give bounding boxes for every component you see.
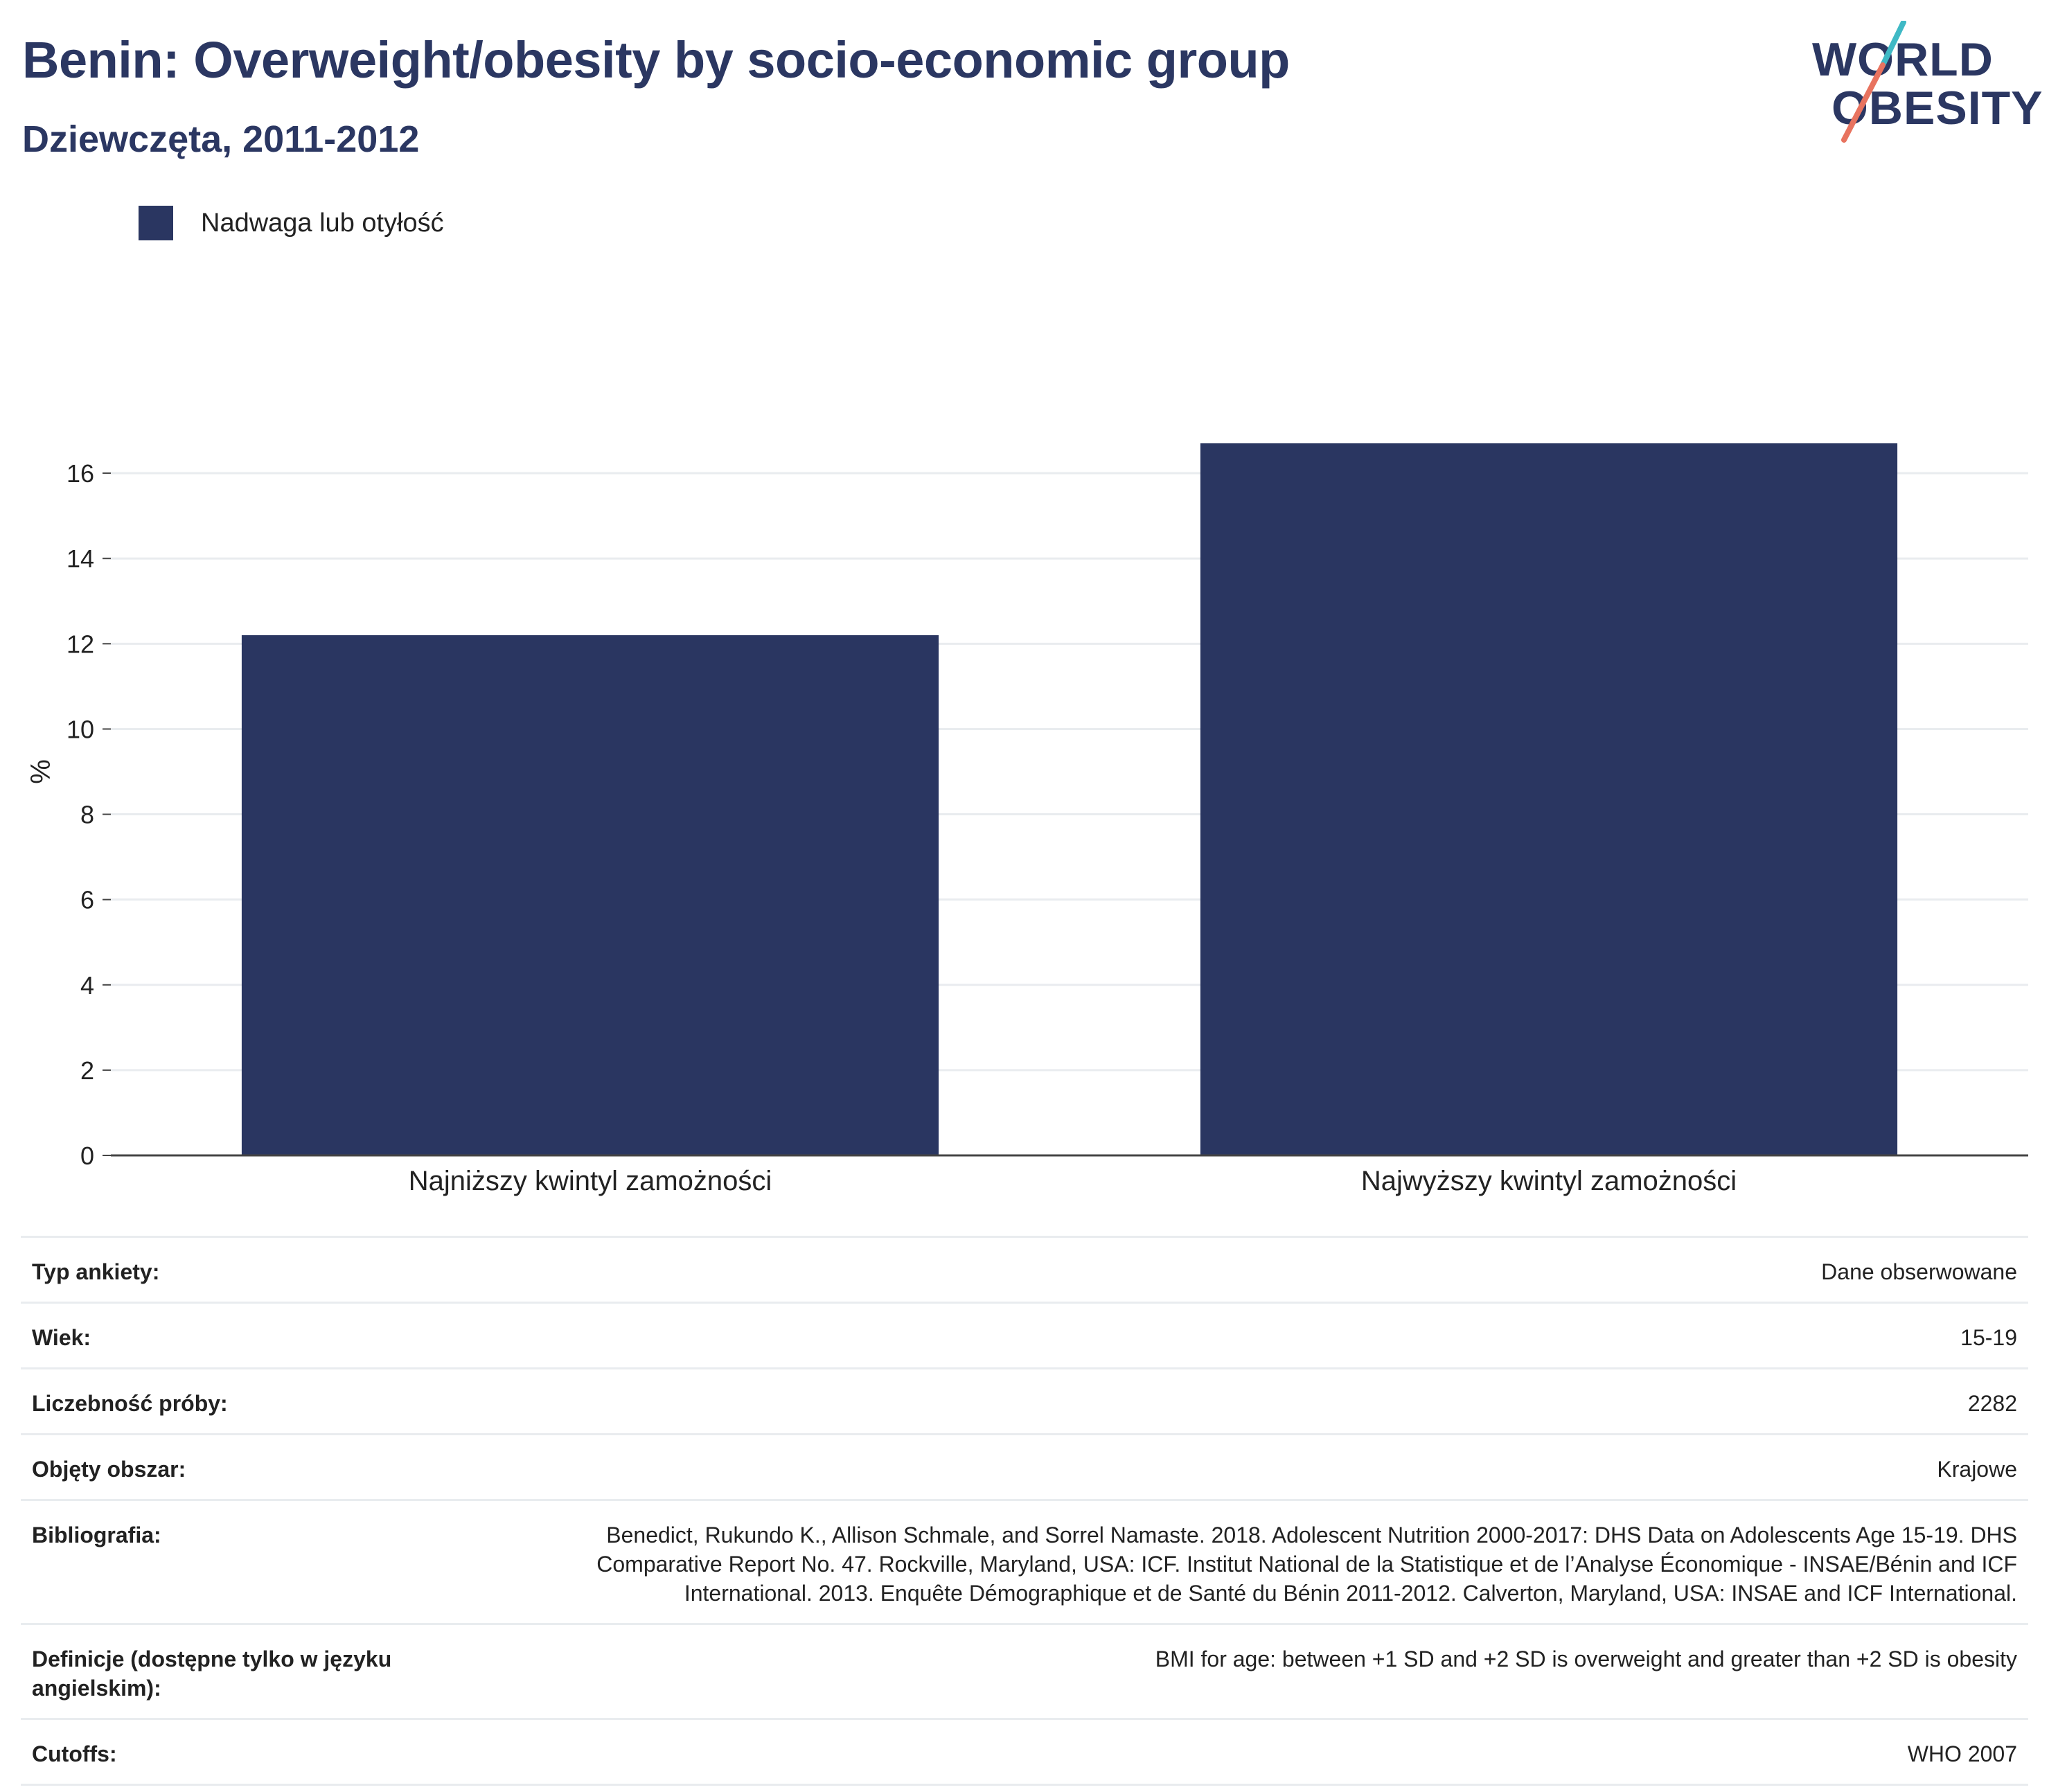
meta-row-area: Objęty obszar: Krajowe: [21, 1433, 2028, 1499]
x-tick-label: Najniższy kwintyl zamożności: [409, 1166, 772, 1196]
y-tick-label: 0: [80, 1142, 94, 1170]
meta-row-sample-size: Liczebność próby: 2282: [21, 1367, 2028, 1433]
y-tick-label: 16: [66, 459, 94, 488]
y-tick-label: 10: [66, 715, 94, 743]
meta-value: BMI for age: between +1 SD and +2 SD is …: [1155, 1647, 2017, 1671]
meta-key: Liczebność próby:: [32, 1391, 228, 1416]
meta-key: Bibliografia:: [32, 1523, 161, 1547]
y-tick-label: 4: [80, 971, 94, 1000]
meta-value: 2282: [1967, 1391, 2017, 1416]
y-tick-label: 14: [66, 544, 94, 573]
meta-value: 15-19: [1960, 1325, 2017, 1350]
meta-key: Cutoffs:: [32, 1741, 117, 1766]
bar: [241, 635, 939, 1155]
world-obesity-logo: WORLD OBESITY: [1808, 21, 2043, 145]
legend-swatch: [139, 206, 173, 240]
y-tick-label: 2: [80, 1056, 94, 1085]
legend-label: Nadwaga lub otyłość: [201, 208, 444, 238]
meta-row-survey-type: Typ ankiety: Dane obserwowane: [21, 1236, 2028, 1302]
metadata-table: Typ ankiety: Dane obserwowane Wiek: 15-1…: [21, 1236, 2028, 1786]
meta-key: Typ ankiety:: [32, 1259, 160, 1284]
x-tick-label: Najwyższy kwintyl zamożności: [1361, 1166, 1737, 1196]
y-axis-label: %: [26, 759, 56, 784]
meta-row-bibliography: Bibliografia: Benedict, Rukundo K., Alli…: [21, 1499, 2028, 1623]
meta-row-age: Wiek: 15-19: [21, 1302, 2028, 1367]
meta-value: Dane obserwowane: [1821, 1259, 2017, 1284]
meta-value: WHO 2007: [1907, 1741, 2017, 1766]
chart-title: Benin: Overweight/obesity by socio-econo…: [22, 31, 1290, 89]
meta-key: Objęty obszar:: [32, 1457, 186, 1482]
y-tick-label: 8: [80, 801, 94, 829]
y-tick-label: 6: [80, 886, 94, 914]
bar: [1200, 443, 1898, 1155]
logo-slash-icon: [1841, 21, 1906, 143]
meta-row-cutoffs: Cutoffs: WHO 2007: [21, 1718, 2028, 1786]
meta-value: Benedict, Rukundo K., Allison Schmale, a…: [596, 1523, 2017, 1606]
meta-row-definitions: Definicje (dostępne tylko w języku angie…: [21, 1623, 2028, 1718]
chart-legend: Nadwaga lub otyłość: [139, 205, 444, 241]
logo-line-1: WORLD: [1812, 33, 1994, 86]
meta-key: Definicje (dostępne tylko w języku angie…: [32, 1647, 392, 1701]
meta-key: Wiek:: [32, 1325, 91, 1350]
meta-value: Krajowe: [1937, 1457, 2017, 1482]
chart-subtitle: Dziewczęta, 2011-2012: [22, 118, 420, 160]
bar-chart: 0 2 4 6 8 10 12 14 16% Najniższy kwintyl zamożnoś…: [26, 443, 2028, 1196]
y-tick-label: 12: [66, 630, 94, 658]
